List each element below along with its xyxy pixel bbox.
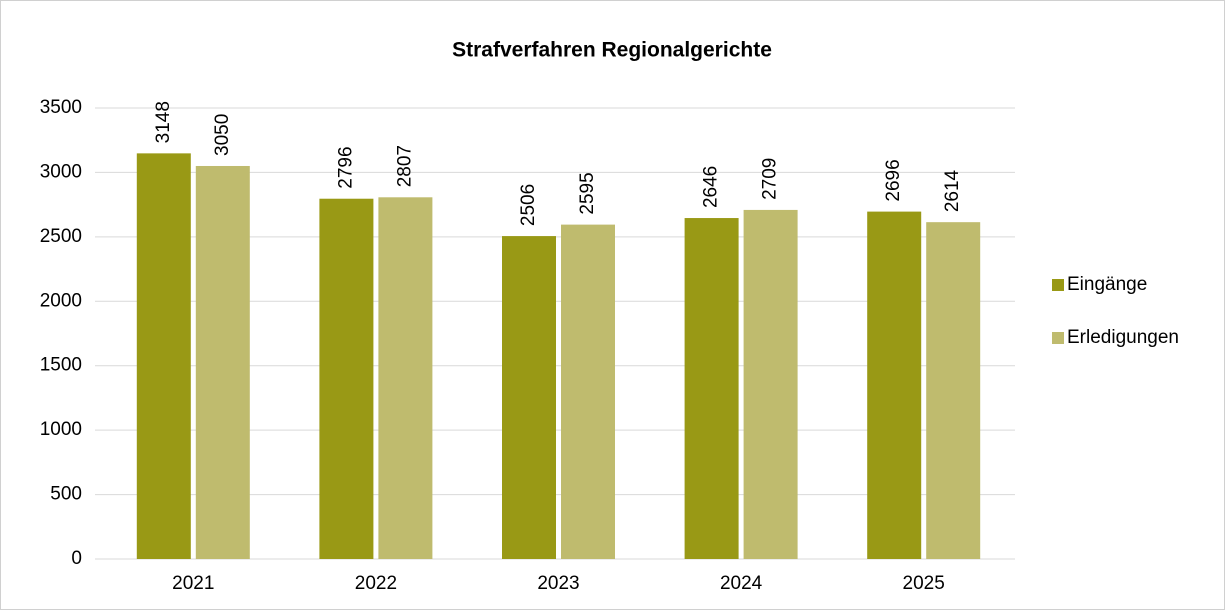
x-tick-label: 2023	[537, 573, 579, 594]
bar	[195, 165, 250, 559]
bar	[136, 153, 191, 559]
value-label: 2796	[335, 146, 356, 188]
bar	[378, 197, 433, 559]
value-label: 2614	[942, 169, 963, 212]
bar	[561, 224, 615, 559]
value-label: 2646	[701, 166, 722, 208]
value-label: 3050	[212, 114, 233, 156]
value-label: 2506	[518, 184, 539, 226]
y-tick-label: 0	[71, 548, 82, 569]
bar	[319, 198, 374, 559]
x-tick-label: 2025	[903, 573, 945, 594]
chart-title: Strafverfahren Regionalgerichte	[452, 39, 772, 62]
x-tick-label: 2024	[720, 573, 763, 594]
value-label: 2595	[577, 172, 598, 214]
legend-label: Erledigungen	[1067, 327, 1179, 348]
y-tick-label: 500	[50, 484, 82, 505]
legend-swatch	[1052, 279, 1064, 291]
value-label: 3148	[153, 101, 174, 143]
bar	[926, 222, 981, 560]
x-tick-label: 2022	[355, 573, 397, 594]
y-tick-label: 3500	[40, 97, 82, 118]
y-tick-label: 2000	[40, 290, 82, 311]
y-tick-label: 1000	[40, 419, 82, 440]
bar	[867, 211, 922, 559]
bar	[743, 209, 798, 559]
y-tick-label: 3000	[40, 161, 82, 182]
bar	[502, 236, 556, 560]
value-label: 2807	[394, 145, 415, 187]
bar	[684, 218, 739, 559]
value-label: 2696	[883, 159, 904, 201]
x-tick-label: 2021	[172, 573, 214, 594]
y-tick-label: 2500	[40, 226, 82, 247]
legend-swatch	[1052, 332, 1064, 344]
y-tick-label: 1500	[40, 355, 82, 376]
value-label: 2709	[760, 158, 781, 200]
legend-label: Eingänge	[1067, 274, 1147, 295]
